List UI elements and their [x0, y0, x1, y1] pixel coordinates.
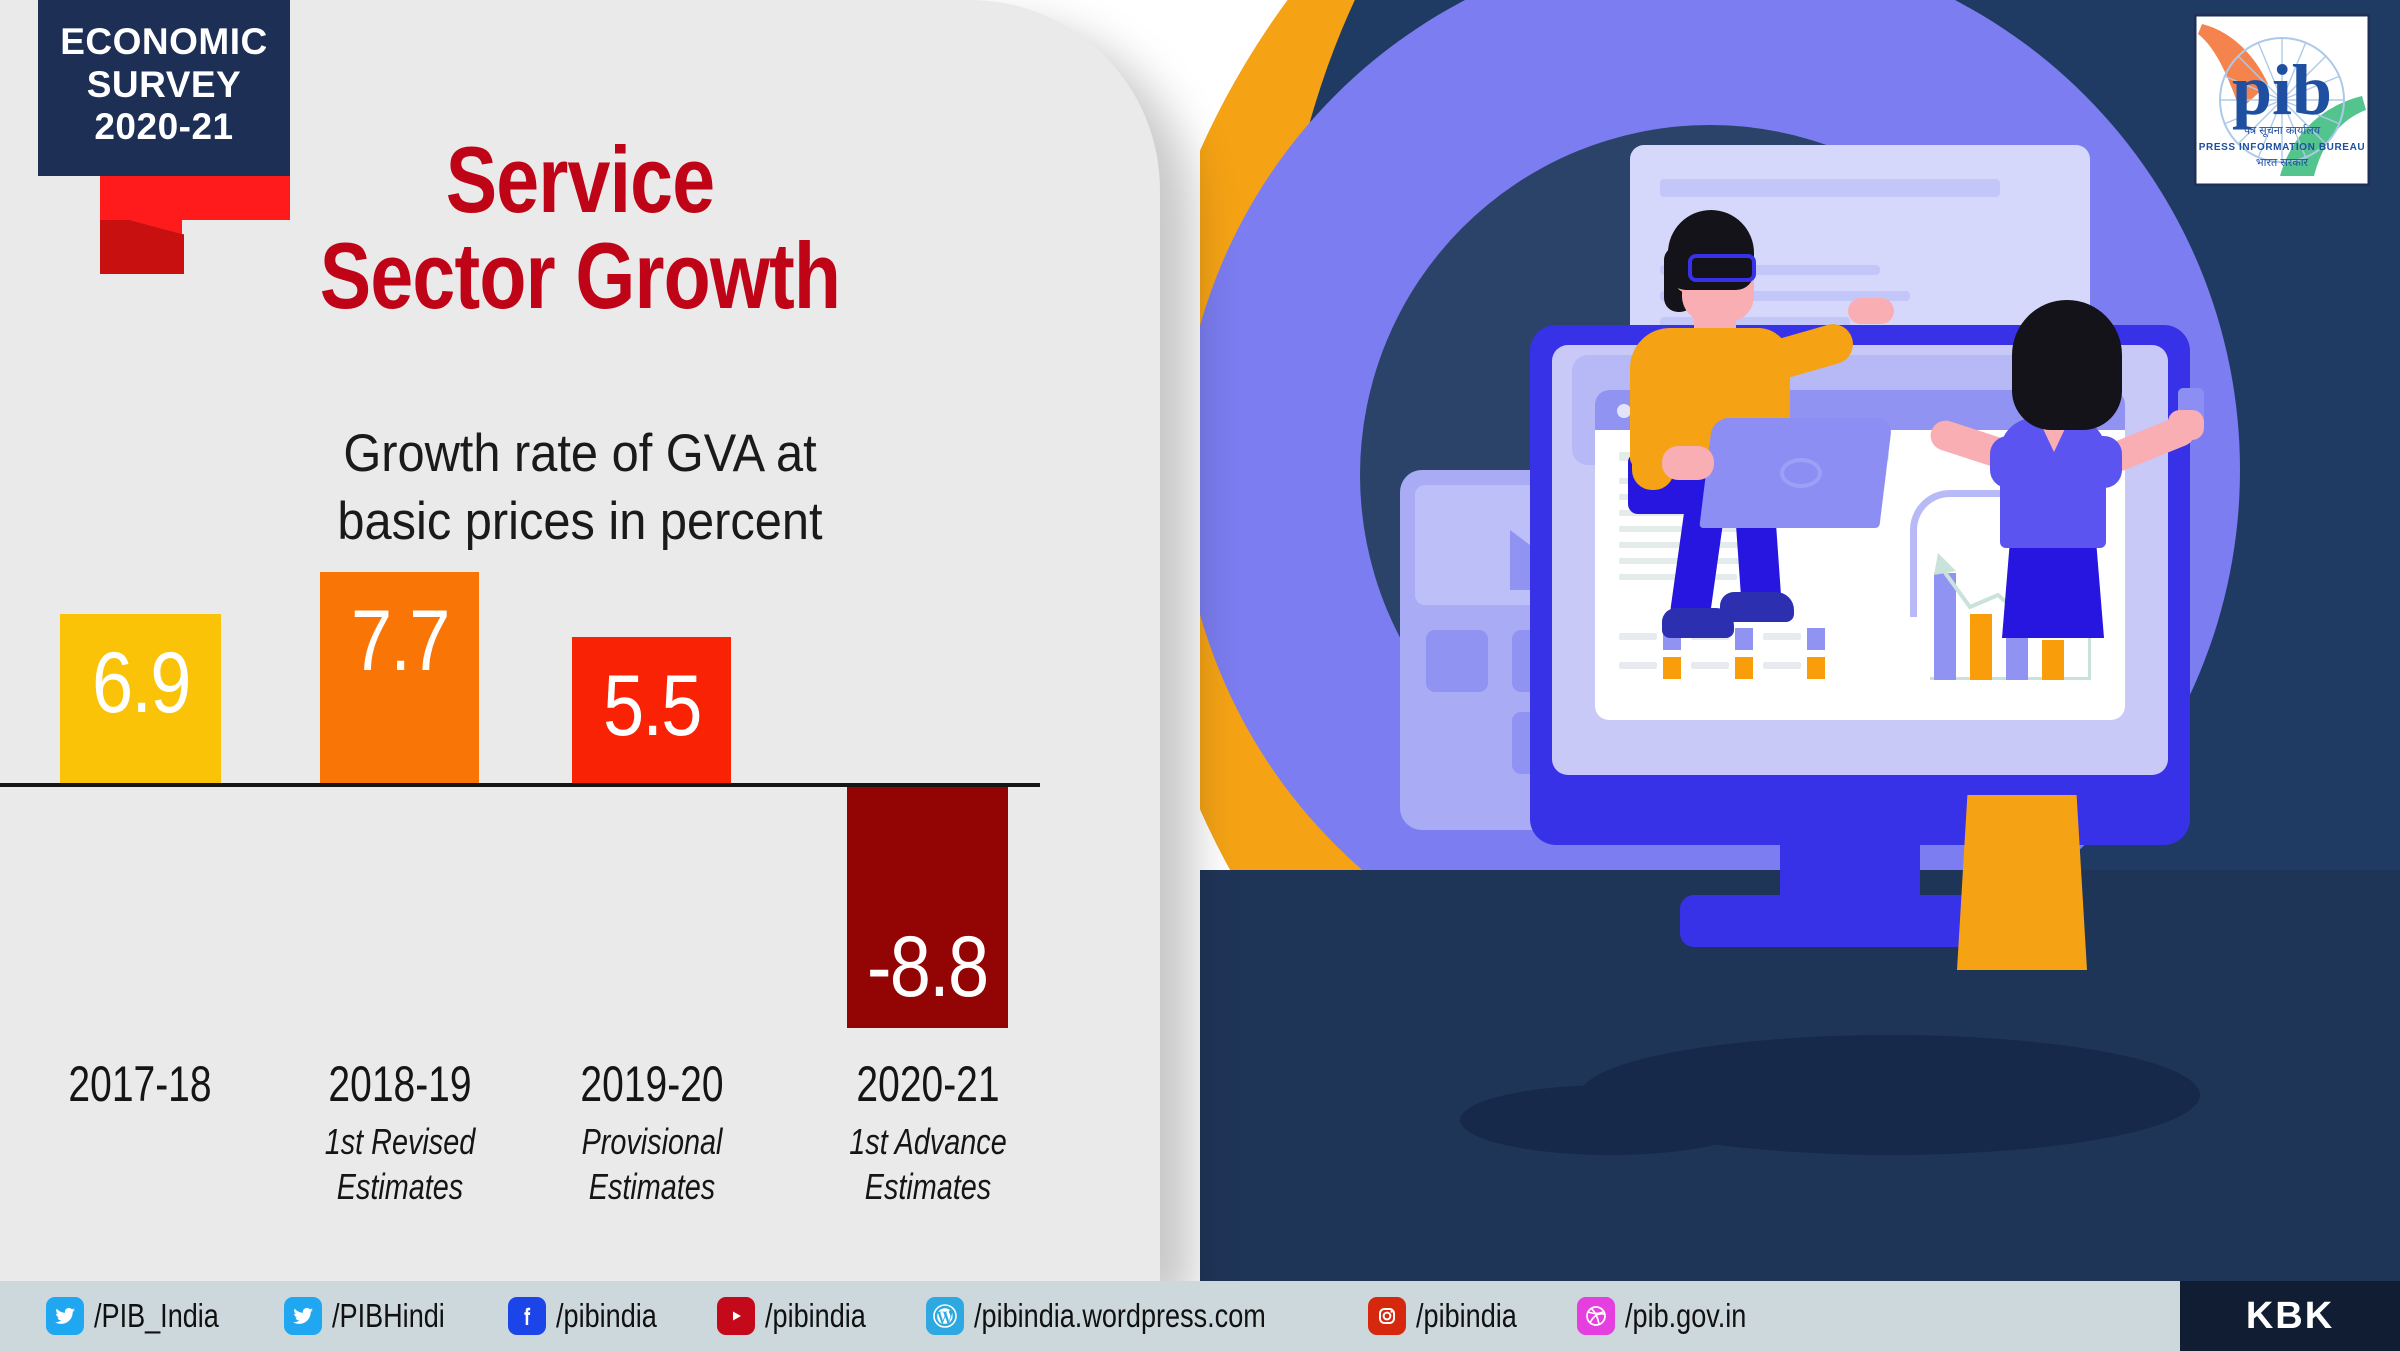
bar-2020-21: -8.8 — [847, 787, 1008, 1028]
ribbon-line-2: SURVEY — [86, 63, 242, 105]
pib-hindi-line: पत्र सूचना कार्यालय — [2244, 124, 2321, 138]
bar-value-label: 7.7 — [350, 593, 450, 689]
pib-english-line: PRESS INFORMATION BUREAU — [2199, 142, 2365, 153]
bar-2019-20: 5.5 — [572, 637, 731, 783]
x-axis-year: 2019-20 — [580, 1056, 724, 1112]
bar-value-label: 5.5 — [602, 658, 702, 754]
pib-logo: pib पत्र सूचना कार्यालय PRESS INFORMATIO… — [2194, 14, 2370, 186]
facebook-icon[interactable] — [507, 1297, 546, 1335]
social-handle[interactable]: /pibindia — [1415, 1297, 1517, 1334]
man-with-laptop — [1620, 210, 1950, 638]
screen-bar-chart — [1930, 545, 2091, 680]
twitter-icon[interactable] — [284, 1297, 323, 1335]
illustration-panel — [1200, 0, 2400, 1281]
title-line-2: Sector Growth — [319, 222, 841, 328]
page-subtitle: Growth rate of GVA at basic prices in pe… — [276, 420, 883, 556]
social-handle[interactable]: /pib.gov.in — [1624, 1297, 1746, 1334]
woman-standing — [1910, 300, 2280, 640]
x-axis-label-2017-18: 2017-18 — [20, 1055, 260, 1113]
shopping-bag-icon — [1957, 795, 2087, 970]
twitter-icon[interactable] — [46, 1297, 84, 1335]
chair — [1910, 490, 2047, 617]
subtitle-line-1: Growth rate of GVA at — [343, 424, 817, 483]
floor-shadow-small — [1460, 1085, 1760, 1155]
social-handle[interactable]: /pibindia — [764, 1297, 866, 1334]
social-link-twitter[interactable]: /PIB_India — [46, 1297, 246, 1335]
dribbble-icon[interactable] — [1576, 1297, 1615, 1335]
x-axis-year: 2020-21 — [856, 1056, 1000, 1112]
bar-2017-18: 6.9 — [60, 614, 221, 783]
x-axis-year: 2017-18 — [68, 1056, 212, 1112]
glasses-icon — [1688, 254, 1756, 282]
social-link-twitter[interactable]: /PIBHindi — [284, 1297, 470, 1335]
social-handle[interactable]: /PIB_India — [94, 1297, 219, 1334]
social-footer: /PIB_India/PIBHindi/pibindia/pibindia/pi… — [0, 1281, 2400, 1351]
bar-chart: 6.9 7.7 5.5 -8.8 2017-18 2018-19 1st Revised E… — [0, 0, 1160, 1281]
zero-axis-line — [0, 783, 1040, 787]
subtitle-line-2: basic prices in percent — [337, 491, 823, 551]
social-link-youtube[interactable]: /pibindia — [716, 1297, 888, 1335]
page-title: Service Sector Growth — [318, 132, 843, 324]
social-handle[interactable]: /PIBHindi — [332, 1297, 446, 1334]
pib-govt-line: भारत सरकार — [2256, 157, 2309, 169]
bar-value-label: -8.8 — [867, 919, 989, 1015]
social-link-instagram[interactable]: /pibindia — [1367, 1297, 1539, 1335]
social-link-facebook[interactable]: /pibindia — [507, 1297, 679, 1335]
x-axis-note-line-2: Estimates — [588, 1166, 716, 1207]
bar-2018-19: 7.7 — [320, 572, 479, 783]
x-axis-label-2019-20: 2019-20 Provisional Estimates — [532, 1055, 772, 1209]
svg-text:pib: pib — [2232, 50, 2332, 130]
x-axis-note-line-1: Provisional — [581, 1121, 723, 1162]
youtube-icon[interactable] — [716, 1297, 755, 1335]
window-dot — [1617, 404, 1631, 418]
social-handle[interactable]: /pibindia — [555, 1297, 657, 1334]
ribbon-line-1: ECONOMIC — [60, 21, 268, 63]
bar-value-label: 6.9 — [91, 635, 191, 731]
x-axis-label-2020-21: 2020-21 1st Advance Estimates — [808, 1055, 1048, 1209]
x-axis-year: 2018-19 — [328, 1056, 472, 1112]
social-link-wordpress[interactable]: /pibindia.wordpress.com — [925, 1297, 1330, 1335]
x-axis-note-line-1: 1st Revised — [324, 1121, 476, 1162]
x-axis-note-line-1: 1st Advance — [849, 1121, 1007, 1162]
social-handle[interactable]: /pibindia.wordpress.com — [973, 1297, 1266, 1334]
x-axis-label-2018-19: 2018-19 1st Revised Estimates — [280, 1055, 520, 1209]
instagram-icon[interactable] — [1367, 1297, 1406, 1335]
pointing-hand — [1848, 298, 1894, 324]
title-line-1: Service — [445, 127, 715, 232]
x-axis-note-line-2: Estimates — [864, 1166, 992, 1207]
economic-survey-ribbon: ECONOMIC SURVEY 2020-21 — [38, 0, 290, 274]
x-axis-note-line-2: Estimates — [336, 1166, 464, 1207]
ribbon-line-3: 2020-21 — [94, 106, 234, 148]
credit-badge: KBK — [2180, 1281, 2400, 1351]
content-card: ECONOMIC SURVEY 2020-21 Service Sector G… — [0, 0, 1160, 1281]
social-link-dribbble[interactable]: /pib.gov.in — [1576, 1297, 1773, 1335]
wordpress-icon[interactable] — [925, 1297, 964, 1335]
